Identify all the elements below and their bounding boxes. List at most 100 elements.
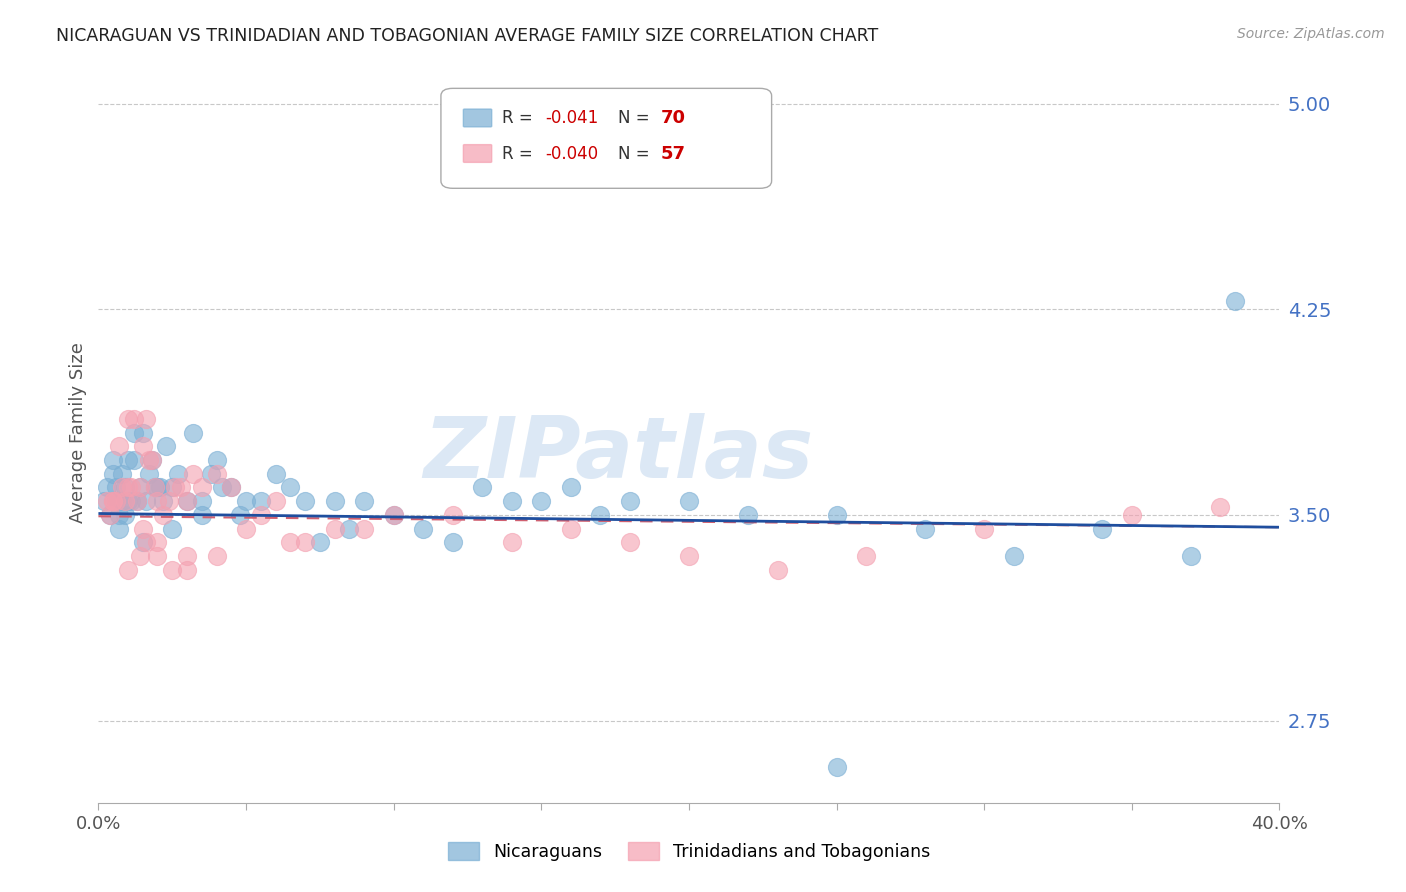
Point: [441, 535, 464, 549]
Point: [191, 494, 214, 508]
Point: [117, 494, 139, 508]
Point: [235, 522, 257, 536]
Point: [264, 467, 287, 481]
Point: [111, 480, 134, 494]
Point: [825, 760, 848, 774]
Point: [155, 439, 177, 453]
Point: [191, 508, 214, 522]
Point: [132, 535, 155, 549]
Point: [221, 480, 243, 494]
Point: [152, 508, 174, 522]
Point: [117, 453, 139, 467]
FancyBboxPatch shape: [464, 109, 492, 127]
Point: [619, 494, 641, 508]
Text: Source: ZipAtlas.com: Source: ZipAtlas.com: [1237, 27, 1385, 41]
Text: R =: R =: [502, 145, 538, 162]
Point: [973, 522, 995, 536]
Point: [141, 453, 163, 467]
Point: [146, 535, 169, 549]
Point: [105, 494, 128, 508]
Point: [176, 563, 198, 577]
Point: [167, 467, 190, 481]
Text: -0.041: -0.041: [546, 109, 598, 127]
Point: [122, 453, 145, 467]
Point: [120, 480, 142, 494]
Point: [111, 494, 134, 508]
Point: [1091, 522, 1114, 536]
Point: [98, 508, 121, 522]
Point: [205, 549, 228, 563]
Point: [235, 494, 257, 508]
Point: [114, 480, 136, 494]
Legend: Nicaraguans, Trinidadians and Tobagonians: Nicaraguans, Trinidadians and Tobagonian…: [440, 836, 938, 868]
Point: [412, 522, 434, 536]
Point: [103, 494, 125, 508]
Point: [280, 535, 302, 549]
Point: [191, 480, 214, 494]
Point: [135, 412, 157, 426]
Point: [200, 467, 222, 481]
Point: [501, 494, 523, 508]
FancyBboxPatch shape: [464, 145, 492, 162]
Point: [737, 508, 759, 522]
Point: [280, 480, 302, 494]
Point: [855, 549, 877, 563]
Text: NICARAGUAN VS TRINIDADIAN AND TOBAGONIAN AVERAGE FAMILY SIZE CORRELATION CHART: NICARAGUAN VS TRINIDADIAN AND TOBAGONIAN…: [56, 27, 879, 45]
Point: [103, 453, 125, 467]
Point: [250, 494, 273, 508]
Point: [294, 494, 316, 508]
Point: [162, 480, 183, 494]
Point: [441, 508, 464, 522]
Point: [132, 439, 155, 453]
Point: [353, 522, 375, 536]
Point: [678, 494, 700, 508]
Point: [117, 412, 139, 426]
Point: [141, 453, 163, 467]
Point: [128, 480, 150, 494]
Point: [132, 425, 155, 440]
Point: [560, 480, 582, 494]
Point: [353, 494, 375, 508]
Point: [205, 467, 228, 481]
Text: N =: N =: [619, 109, 655, 127]
Text: 70: 70: [661, 109, 686, 127]
Point: [143, 480, 166, 494]
FancyBboxPatch shape: [441, 88, 772, 188]
Point: [1121, 508, 1143, 522]
Point: [135, 494, 157, 508]
Point: [135, 535, 157, 549]
Point: [122, 425, 145, 440]
Point: [128, 549, 150, 563]
Point: [138, 467, 160, 481]
Point: [264, 494, 287, 508]
Point: [162, 563, 183, 577]
Point: [170, 480, 193, 494]
Point: [382, 508, 405, 522]
Text: -0.040: -0.040: [546, 145, 598, 162]
Point: [152, 494, 174, 508]
Point: [108, 522, 131, 536]
Point: [125, 494, 148, 508]
Point: [678, 549, 700, 563]
Point: [117, 480, 139, 494]
Text: N =: N =: [619, 145, 655, 162]
Point: [138, 453, 160, 467]
Text: R =: R =: [502, 109, 538, 127]
Point: [103, 494, 125, 508]
Point: [111, 467, 134, 481]
Point: [96, 480, 118, 494]
Point: [165, 480, 187, 494]
Point: [323, 522, 346, 536]
Point: [589, 508, 612, 522]
Point: [294, 535, 316, 549]
Point: [132, 522, 155, 536]
Point: [619, 535, 641, 549]
Point: [229, 508, 252, 522]
Point: [105, 494, 128, 508]
Point: [162, 522, 183, 536]
Point: [105, 494, 128, 508]
Point: [766, 563, 789, 577]
Point: [471, 480, 494, 494]
Point: [382, 508, 405, 522]
Point: [146, 480, 169, 494]
